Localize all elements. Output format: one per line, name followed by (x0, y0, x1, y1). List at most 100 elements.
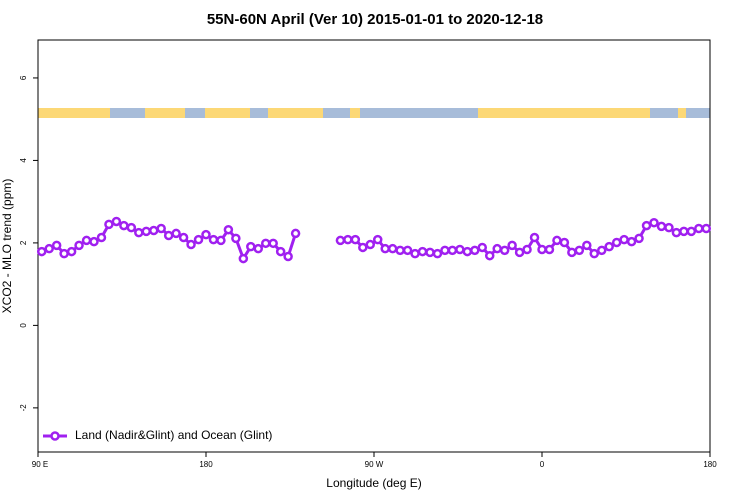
data-point (589, 248, 600, 259)
data-point (522, 244, 532, 255)
data-point (253, 243, 264, 254)
data-point (582, 240, 592, 251)
data-point (649, 217, 659, 228)
data-point (186, 239, 196, 250)
y-axis-label: XCO2 - MLO trend (ppm) (0, 179, 14, 314)
data-point (283, 251, 293, 262)
data-point (358, 242, 368, 253)
data-point (104, 219, 114, 230)
data-point (372, 234, 383, 245)
data-point (477, 242, 488, 253)
data-point (201, 229, 211, 240)
data-point (425, 247, 435, 258)
data-point (223, 224, 234, 235)
data-point (96, 232, 107, 243)
data-point (656, 221, 667, 232)
data-point (238, 253, 249, 264)
y-tick-label: 6 (19, 75, 28, 80)
data-point (701, 223, 712, 234)
ocean-band (38, 108, 710, 118)
data-point (126, 222, 137, 233)
y-tick-label: -2 (19, 404, 28, 412)
y-tick-label: 2 (19, 240, 28, 245)
data-point (410, 248, 420, 259)
data-point (455, 244, 465, 255)
data-point (193, 234, 204, 245)
y-tick-label: 0 (19, 323, 28, 328)
data-point (462, 246, 473, 257)
x-tick-label: 90 W (365, 460, 384, 469)
data-point (51, 240, 62, 251)
data-point (641, 220, 652, 231)
x-tick-label: 90 E (32, 460, 48, 469)
legend-label: Land (Nadir&Glint) and Ocean (Glint) (75, 428, 272, 442)
data-point (492, 243, 502, 254)
data-point (44, 243, 54, 254)
data-point (514, 247, 525, 258)
data-point (111, 216, 122, 227)
data-point (275, 246, 286, 257)
x-tick-label: 180 (703, 460, 717, 469)
data-point (611, 237, 622, 248)
data-point (171, 228, 181, 239)
data-point (537, 244, 547, 255)
data-point (694, 223, 704, 234)
data-point (634, 233, 644, 244)
data-point (552, 235, 562, 246)
data-point (507, 240, 517, 251)
data-point (343, 234, 353, 245)
data-point (664, 222, 674, 233)
data-point (447, 245, 458, 256)
data-point (74, 240, 84, 251)
data-point (260, 238, 271, 249)
data-point (178, 232, 189, 243)
chart-title: 55N-60N April (Ver 10) 2015-01-01 to 202… (207, 11, 543, 28)
data-point (350, 234, 361, 245)
data-point (395, 245, 405, 256)
data-point (574, 245, 585, 256)
data-point (163, 230, 174, 241)
data-point (36, 246, 47, 257)
data-point (567, 247, 577, 258)
data-point (529, 232, 540, 243)
data-point (402, 245, 413, 256)
data-point (119, 220, 129, 231)
data-point (66, 246, 77, 257)
land-band (678, 108, 686, 118)
data-point (484, 250, 495, 261)
data-point (148, 225, 159, 236)
data-point (559, 237, 570, 248)
data-point (141, 226, 152, 237)
data-point (81, 235, 92, 246)
land-ocean-band (38, 108, 710, 118)
data-point (686, 226, 697, 237)
land-band (38, 108, 110, 118)
data-point (335, 235, 346, 246)
data-point (156, 223, 166, 234)
data-point (604, 241, 614, 252)
data-point (59, 248, 69, 259)
data-point (544, 244, 555, 255)
data-point (231, 233, 241, 244)
data-point (626, 236, 637, 247)
data-point (387, 243, 398, 254)
data-point (671, 227, 682, 238)
data-point (619, 234, 629, 245)
data-point (596, 245, 607, 256)
data-point (432, 248, 443, 259)
data-point (208, 234, 219, 245)
land-band (350, 108, 360, 118)
data-point (679, 226, 689, 237)
data-point (268, 238, 278, 249)
data-point (470, 245, 480, 256)
data-point (89, 236, 99, 247)
data-point (246, 241, 256, 252)
x-axis-label: Longitude (deg E) (326, 476, 421, 490)
data-point (440, 245, 450, 256)
data-point (417, 246, 428, 257)
data-point (216, 235, 226, 246)
land-band (268, 108, 323, 118)
data-point (134, 227, 144, 238)
